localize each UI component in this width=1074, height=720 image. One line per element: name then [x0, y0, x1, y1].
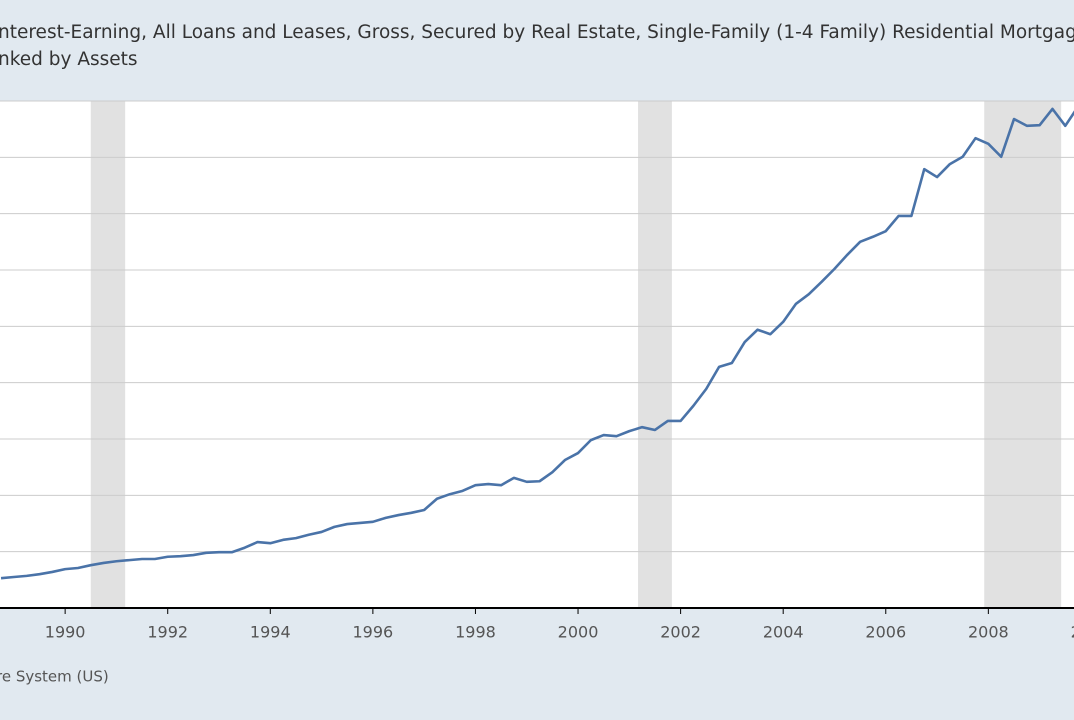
- x-tick-label: 1998: [455, 623, 496, 642]
- recession-band: [984, 101, 1062, 608]
- chart-title: nterest-Earning, All Loans and Leases, G…: [0, 22, 1074, 43]
- data-line: [0, 107, 1074, 580]
- x-tick-label: 1994: [250, 623, 291, 642]
- x-tick-label: 2000: [558, 623, 599, 642]
- chart-title: nked by Assets: [0, 49, 138, 70]
- x-tick-label: 2002: [660, 623, 701, 642]
- source: re System (US): [0, 668, 109, 686]
- x-tick-label: 2004: [763, 623, 804, 642]
- recession-band: [90, 101, 126, 608]
- x-tick-label: 2006: [865, 623, 906, 642]
- x-tick-label: 2010: [1071, 623, 1074, 642]
- plot-area: [0, 101, 1074, 608]
- x-tick-label: 1996: [353, 623, 394, 642]
- x-tick-label: 1990: [45, 623, 86, 642]
- x-tick-label: 1992: [147, 623, 188, 642]
- recession-band: [638, 101, 672, 608]
- x-tick-label: 2008: [968, 623, 1009, 642]
